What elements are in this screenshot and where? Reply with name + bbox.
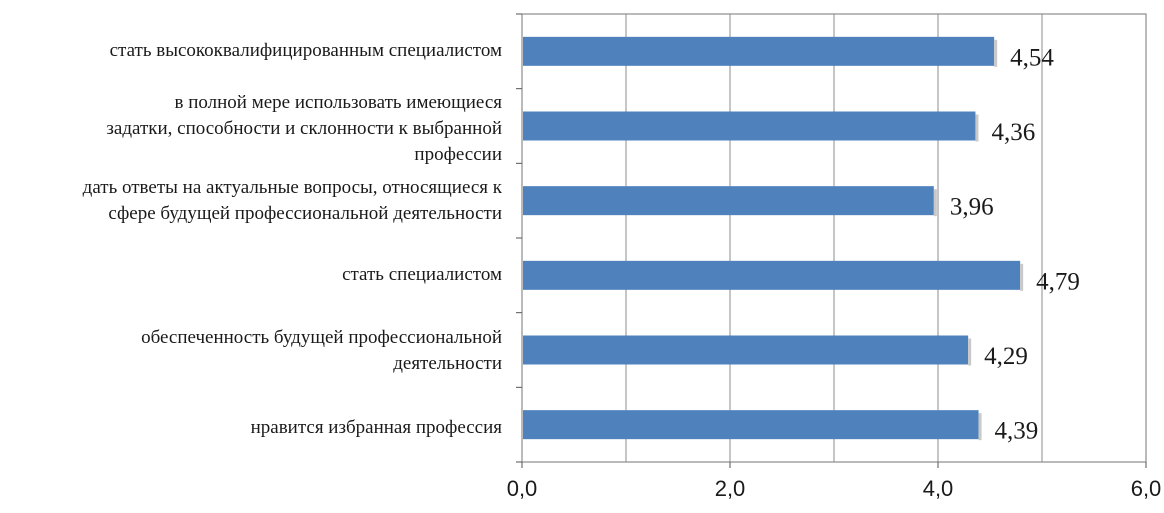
x-tick-label-1: 2,0 — [715, 476, 746, 501]
category-label-1: в полной мере использовать имеющиеся зад… — [106, 92, 502, 165]
value-label-1: 4,36 — [991, 119, 1035, 146]
value-label-5: 4,39 — [995, 418, 1039, 445]
category-label-4: обеспеченность будущей профессиональной … — [141, 327, 502, 374]
bar-shadow-1 — [975, 114, 979, 142]
x-tick-label-0: 0,0 — [507, 476, 538, 501]
value-label-3: 4,79 — [1036, 268, 1080, 295]
bar-1 — [523, 111, 976, 141]
value-label-4: 4,29 — [984, 343, 1028, 370]
axes: 0,0 2,0 4,0 6,0 — [507, 13, 1162, 501]
bar-0 — [523, 36, 995, 66]
bar-shadow-4 — [968, 338, 972, 366]
category-label-5: нравится избранная профессия — [250, 416, 502, 438]
bars — [523, 36, 1024, 441]
value-labels: 4,54 4,36 3,96 4,79 4,29 4,39 — [950, 44, 1080, 444]
bar-shadow-3 — [1020, 263, 1024, 291]
bar-3 — [523, 260, 1021, 290]
category-label-0: стать высококвалифицированным специалист… — [109, 40, 502, 62]
bar-shadow-0 — [994, 39, 998, 67]
bar-4 — [523, 335, 969, 365]
x-tick-label-2: 4,0 — [923, 476, 954, 501]
x-tick-label-3: 6,0 — [1131, 476, 1162, 501]
value-label-0: 4,54 — [1010, 44, 1054, 71]
bar-shadow-5 — [978, 413, 982, 441]
category-label-2: дать ответы на актуальные вопросы, относ… — [82, 176, 502, 224]
bar-2 — [523, 186, 934, 216]
bar-5 — [523, 410, 979, 440]
value-label-2: 3,96 — [950, 194, 994, 221]
gridlines — [625, 14, 1043, 462]
bar-shadow-2 — [933, 189, 937, 217]
category-label-3: стать специалистом — [342, 264, 502, 286]
